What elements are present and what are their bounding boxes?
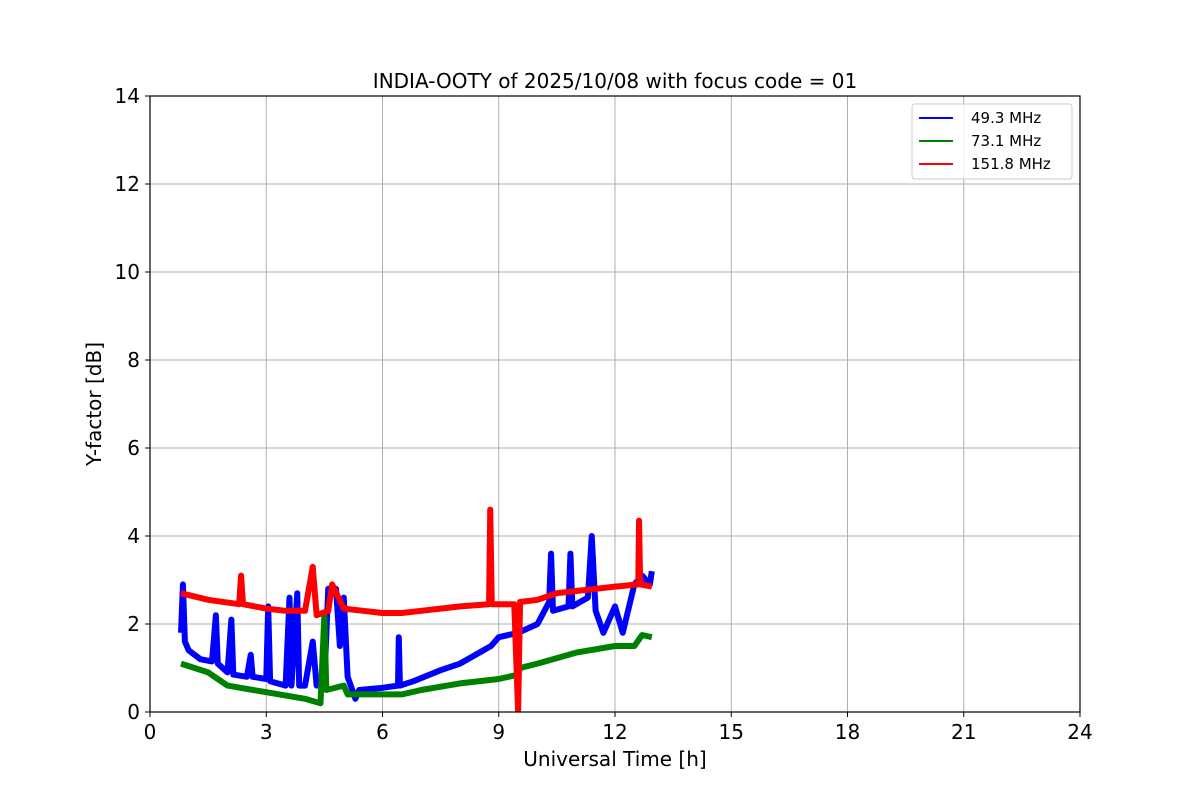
y-tick-label: 6 xyxy=(127,436,140,460)
x-tick-label: 18 xyxy=(835,720,860,744)
series-line-1 xyxy=(180,612,653,707)
x-tick-label: 15 xyxy=(719,720,744,744)
x-tick-label: 6 xyxy=(376,720,389,744)
y-tick-label: 8 xyxy=(127,348,140,372)
y-tick-label: 0 xyxy=(127,700,140,724)
y-tick-label: 12 xyxy=(115,172,140,196)
legend-label: 73.1 MHz xyxy=(971,132,1041,150)
series-line-0 xyxy=(178,533,655,702)
x-tick-label: 12 xyxy=(602,720,627,744)
x-tick-label: 9 xyxy=(492,720,505,744)
legend-label: 49.3 MHz xyxy=(971,109,1041,127)
x-tick-label: 0 xyxy=(144,720,157,744)
x-tick-label: 24 xyxy=(1067,720,1092,744)
x-tick-label: 21 xyxy=(951,720,976,744)
y-tick-label: 10 xyxy=(115,260,140,284)
legend-label: 151.8 MHz xyxy=(971,155,1051,173)
y-axis-label: Y-factor [dB] xyxy=(82,342,106,467)
series-line-2 xyxy=(180,506,653,712)
x-tick-label: 3 xyxy=(260,720,273,744)
chart-title: INDIA-OOTY of 2025/10/08 with focus code… xyxy=(373,69,857,93)
y-tick-label: 14 xyxy=(115,84,140,108)
y-tick-label: 2 xyxy=(127,612,140,636)
legend: 49.3 MHz 73.1 MHz 151.8 MHz xyxy=(911,103,1073,180)
y-tick-label: 4 xyxy=(127,524,140,548)
x-axis-label: Universal Time [h] xyxy=(523,747,706,771)
